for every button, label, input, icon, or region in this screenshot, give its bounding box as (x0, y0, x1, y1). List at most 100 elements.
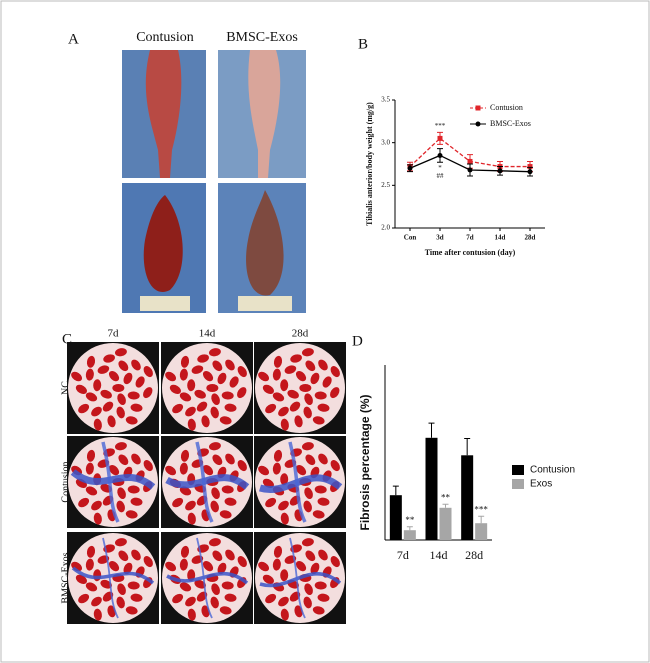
fiber (262, 384, 274, 394)
fiber (130, 593, 143, 602)
error-bar (392, 485, 399, 496)
bar (439, 507, 452, 540)
fiber (208, 442, 221, 451)
fiber (117, 393, 126, 406)
fiber (312, 510, 325, 519)
fiber (127, 581, 140, 590)
fiber (127, 391, 140, 400)
fiber (91, 406, 102, 417)
fiber (118, 360, 129, 372)
fiber (202, 560, 214, 572)
x-tick-label: 28d (525, 234, 536, 242)
point (467, 158, 473, 164)
fiber (284, 365, 297, 374)
histology-grid (67, 342, 346, 624)
fiber (280, 512, 289, 525)
fiber (265, 403, 277, 414)
column-label: 7d (108, 328, 120, 340)
y-tick-label: 2.5 (381, 181, 390, 189)
fibrosis (71, 566, 155, 585)
fiber (123, 562, 133, 575)
fiber (221, 391, 234, 400)
fiber (318, 359, 328, 371)
error-bar (442, 503, 449, 508)
fiber (305, 454, 316, 466)
fiber (202, 464, 214, 476)
fiber (179, 392, 192, 402)
y-tick-label: 3.0 (381, 138, 390, 146)
fiber (225, 359, 235, 371)
error-bar (406, 526, 413, 531)
fiber (219, 606, 232, 615)
y-tick-label: 2.0 (381, 224, 390, 232)
fiber (212, 360, 223, 372)
legend-label: Exos (530, 479, 552, 490)
fiber (108, 560, 120, 572)
fiber (117, 487, 126, 500)
fiber (116, 406, 125, 419)
fibrosis (196, 537, 213, 619)
fiber (301, 442, 314, 451)
fiber (85, 582, 98, 592)
point (437, 135, 443, 141)
fiber (86, 449, 96, 462)
fiber (317, 593, 330, 602)
fiber (314, 391, 327, 400)
fiber (287, 389, 299, 399)
fiber (295, 560, 307, 572)
fiber (219, 510, 232, 519)
fiber (237, 460, 247, 472)
fiber (75, 384, 87, 394)
fiber (131, 359, 141, 371)
fiber (310, 562, 320, 575)
fiber (224, 497, 237, 506)
fiber (143, 460, 153, 472)
bar (425, 437, 438, 540)
fiber (258, 561, 270, 572)
fiber (85, 486, 98, 496)
fiber (125, 416, 138, 425)
fiber (179, 558, 188, 571)
fiber (179, 462, 188, 475)
fiber (197, 354, 210, 363)
error-bar (428, 422, 435, 438)
fiber (100, 389, 112, 399)
fiber (258, 371, 270, 382)
panel-label: A (68, 31, 79, 47)
x-axis-label: Time after contusion (day) (425, 248, 516, 257)
fiber (165, 465, 177, 476)
fiber (172, 403, 184, 414)
fiber (100, 579, 112, 589)
fiber (258, 465, 270, 476)
fiber (143, 556, 153, 568)
fiber (224, 403, 237, 412)
fiber (91, 500, 102, 511)
fibrosis (195, 441, 214, 523)
fiber (118, 550, 129, 562)
fiber (93, 379, 102, 392)
fiber (165, 371, 177, 382)
fiber (107, 415, 116, 428)
fiber (304, 583, 313, 596)
fiber (187, 418, 196, 431)
bar (403, 530, 416, 540)
fiber (272, 392, 285, 402)
fiber (272, 558, 281, 571)
fiber (202, 370, 214, 382)
fiber (135, 376, 145, 388)
fiber (219, 416, 232, 425)
x-tick-label: 3d (436, 234, 444, 242)
fiber (305, 550, 316, 562)
fiber (225, 453, 235, 465)
fiber (273, 355, 283, 368)
point (527, 169, 533, 175)
error-bar (478, 515, 485, 524)
fiber (78, 497, 90, 508)
fiber (273, 449, 283, 462)
fiber (114, 538, 127, 547)
fiber (180, 545, 190, 558)
point (407, 165, 413, 171)
column-label: 14d (199, 328, 216, 340)
fiber (272, 462, 281, 475)
fiber (304, 487, 313, 500)
